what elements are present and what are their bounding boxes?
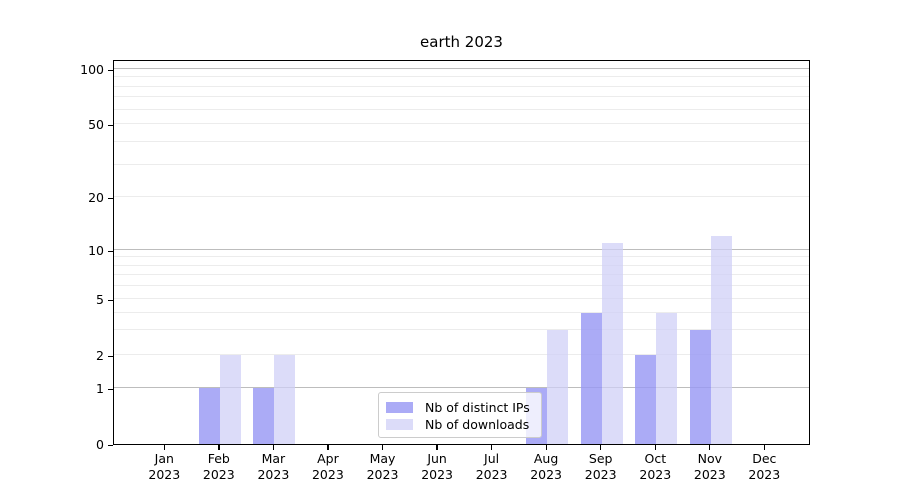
gridline-major-1: [114, 387, 809, 388]
gridline-minor-2: [114, 354, 809, 355]
y-tick-mark-100: [108, 69, 113, 71]
bar-ips-oct: [635, 355, 657, 444]
x-tick-label-aug: Aug 2023: [530, 451, 562, 482]
bar-ips-mar: [253, 388, 275, 444]
gridline-minor-9: [114, 256, 809, 258]
x-tick-label-jun: Jun 2023: [421, 451, 453, 482]
y-tick-label-0: 0: [96, 437, 104, 452]
legend-label-downloads: Nb of downloads: [425, 417, 530, 432]
y-tick-label-5: 5: [96, 292, 104, 307]
gridline-minor-6: [114, 285, 809, 287]
x-tick-label-feb: Feb 2023: [202, 451, 235, 482]
y-tick-mark-10: [108, 250, 113, 252]
y-tick-mark-1: [108, 388, 113, 390]
chart-title: earth 2023: [420, 33, 503, 51]
y-tick-mark-2: [108, 355, 113, 357]
bar-downloads-aug: [547, 330, 569, 444]
bar-ips-nov: [689, 330, 711, 444]
x-tick-mark-dec: [763, 445, 765, 450]
gridline-minor-30: [114, 163, 809, 165]
bar-ips-sep: [580, 312, 602, 444]
gridline-minor-20: [114, 196, 809, 197]
gridline-minor-8: [114, 264, 809, 266]
bar-downloads-oct: [656, 312, 678, 444]
bar-downloads-mar: [274, 355, 296, 444]
y-tick-label-100: 100: [80, 62, 104, 77]
gridline-minor-4: [114, 311, 809, 313]
x-tick-mark-may: [381, 445, 384, 450]
x-tick-label-mar: Mar 2023: [257, 451, 290, 482]
gridline-minor-70: [114, 96, 809, 98]
x-tick-label-nov: Nov 2023: [693, 451, 726, 482]
x-tick-mark-sep: [600, 445, 602, 450]
gridline-minor-7: [114, 274, 809, 276]
legend-swatch-downloads: [386, 419, 413, 430]
y-tick-label-1: 1: [96, 381, 104, 396]
gridline-minor-40: [114, 140, 809, 142]
bar-ips-feb: [198, 388, 220, 444]
y-tick-mark-50: [108, 124, 113, 126]
legend-item-distinct-ips: Nb of distinct IPs: [386, 399, 541, 416]
x-tick-label-dec: Dec 2023: [748, 451, 781, 482]
x-tick-mark-feb: [218, 445, 220, 450]
y-tick-label-20: 20: [88, 190, 104, 205]
x-tick-mark-aug: [545, 445, 547, 450]
gridline-minor-80: [114, 85, 809, 87]
x-tick-label-may: May 2023: [366, 451, 399, 482]
legend: Nb of distinct IPs Nb of downloads: [378, 392, 542, 438]
plot-area: Nb of distinct IPs Nb of downloads: [113, 60, 810, 445]
gridline-minor-3: [114, 329, 809, 331]
y-tick-label-10: 10: [88, 243, 104, 258]
x-tick-mark-jan: [163, 445, 165, 450]
x-tick-mark-nov: [709, 445, 711, 450]
legend-item-downloads: Nb of downloads: [386, 416, 541, 433]
x-tick-label-sep: Sep 2023: [584, 451, 617, 482]
y-tick-label-50: 50: [88, 117, 104, 132]
bar-downloads-nov: [710, 236, 732, 444]
y-tick-mark-5: [108, 299, 113, 301]
x-tick-label-oct: Oct 2023: [639, 451, 672, 482]
x-tick-label-jan: Jan 2023: [148, 451, 181, 482]
x-tick-label-jul: Jul 2023: [475, 451, 508, 482]
gridline-minor-60: [114, 108, 809, 110]
x-tick-label-apr: Apr 2023: [311, 451, 344, 482]
legend-label-distinct-ips: Nb of distinct IPs: [425, 400, 530, 415]
y-tick-mark-20: [108, 197, 113, 199]
x-tick-mark-jun: [436, 445, 438, 450]
x-tick-mark-oct: [654, 445, 656, 450]
bar-downloads-sep: [601, 242, 623, 444]
gridline-minor-90: [114, 76, 809, 78]
gridline-major-100: [114, 68, 809, 69]
gridline-minor-5: [114, 298, 809, 299]
x-tick-mark-apr: [327, 445, 329, 450]
x-tick-mark-mar: [272, 445, 275, 450]
bar-downloads-feb: [219, 355, 241, 444]
gridline-major-10: [114, 249, 809, 250]
y-tick-mark-0: [108, 444, 113, 446]
y-tick-label-2: 2: [96, 348, 104, 363]
gridline-minor-50: [114, 123, 809, 124]
x-tick-mark-jul: [491, 445, 493, 450]
legend-swatch-distinct-ips: [386, 402, 413, 413]
